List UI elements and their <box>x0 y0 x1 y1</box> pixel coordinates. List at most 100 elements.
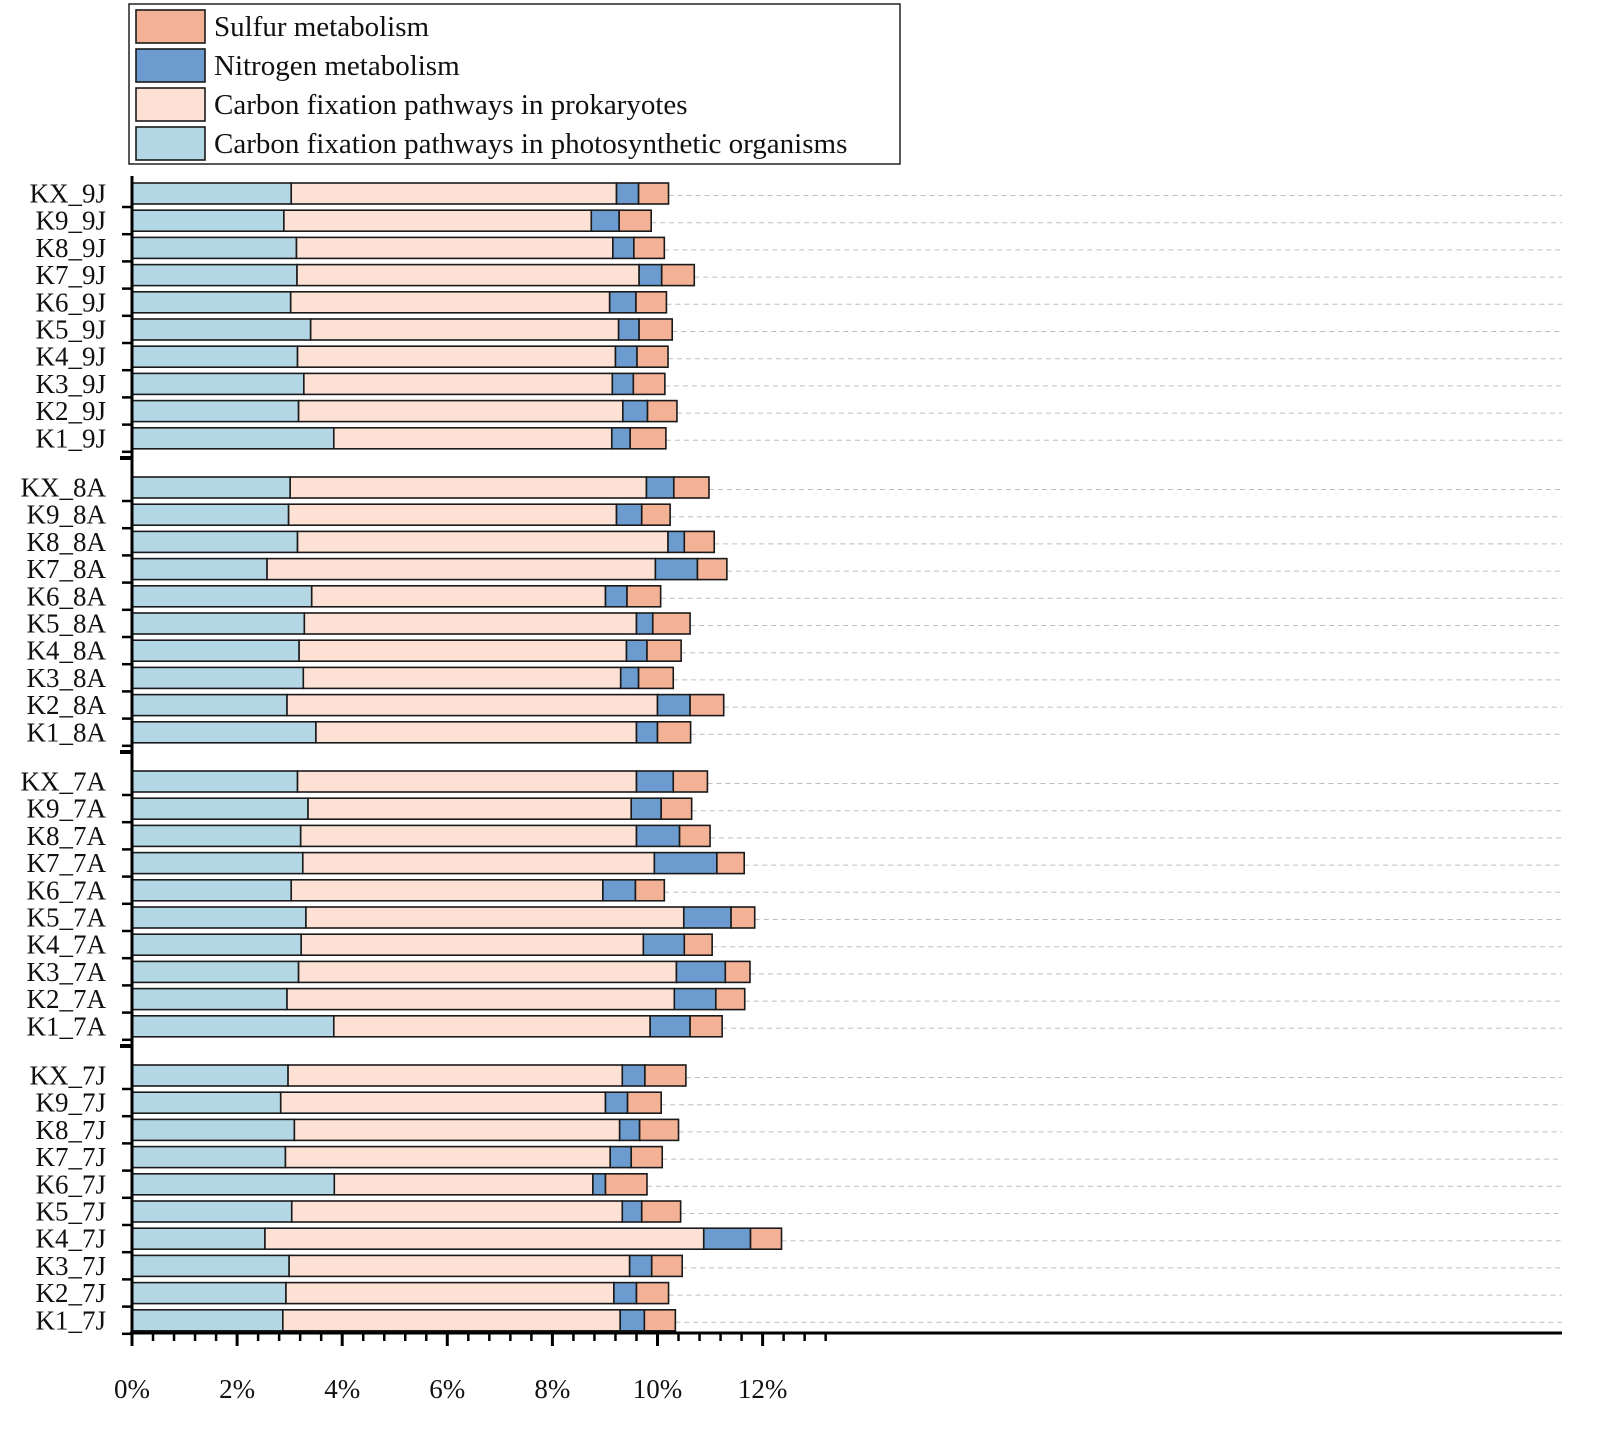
bar-k7-7j-sulfur-metabolism <box>631 1147 662 1168</box>
category-label-k4-9j: K4_9J <box>35 342 106 372</box>
category-label-k7-9j: K7_9J <box>35 260 106 290</box>
bar-k6-7a-carbon-fixation-pathways-in-prokaryotes <box>291 880 603 901</box>
bar-k9-9j-nitrogen-metabolism <box>591 210 619 231</box>
bar-kx-7a-carbon-fixation-pathways-in-prokaryotes <box>298 771 637 792</box>
bar-k2-7a-carbon-fixation-pathways-in-prokaryotes <box>287 989 674 1010</box>
bar-k5-9j-carbon-fixation-pathways-in-prokaryotes <box>311 319 619 340</box>
bar-k7-9j-carbon-fixation-pathways-in-prokaryotes <box>297 265 639 286</box>
category-label-k4-7a: K4_7A <box>27 930 107 960</box>
bar-k9-7j-sulfur-metabolism <box>628 1092 662 1113</box>
category-label-k2-7a: K2_7A <box>27 984 107 1014</box>
bar-k6-7j-carbon-fixation-pathways-in-prokaryotes <box>334 1174 593 1195</box>
bar-k6-8a-sulfur-metabolism <box>627 586 661 607</box>
category-label-k3-7a: K3_7A <box>27 957 107 987</box>
bar-kx-9j-carbon-fixation-pathways-in-prokaryotes <box>291 183 616 204</box>
bar-k8-7j-nitrogen-metabolism <box>620 1119 640 1140</box>
bar-k4-7j-carbon-fixation-pathways-in-prokaryotes <box>265 1228 704 1249</box>
bar-k1-7j-carbon-fixation-pathways-in-prokaryotes <box>283 1310 620 1331</box>
bar-k2-9j-nitrogen-metabolism <box>623 401 648 422</box>
bar-k3-8a-carbon-fixation-pathways-in-prokaryotes <box>303 667 620 688</box>
bar-k4-8a-carbon-fixation-pathways-in-photosynthetic-organisms <box>132 640 299 661</box>
bar-k9-9j-sulfur-metabolism <box>619 210 651 231</box>
bar-k4-7a-sulfur-metabolism <box>684 934 712 955</box>
bar-k2-7a-sulfur-metabolism <box>716 989 745 1010</box>
bar-kx-7a-nitrogen-metabolism <box>636 771 673 792</box>
category-label-k2-7j: K2_7J <box>35 1278 106 1308</box>
bar-k4-7a-carbon-fixation-pathways-in-photosynthetic-organisms <box>132 934 301 955</box>
bar-k7-7a-carbon-fixation-pathways-in-prokaryotes <box>303 853 655 874</box>
bar-k7-8a-carbon-fixation-pathways-in-photosynthetic-organisms <box>132 559 267 580</box>
bar-k4-8a-carbon-fixation-pathways-in-prokaryotes <box>299 640 626 661</box>
bar-k2-7j-sulfur-metabolism <box>636 1283 668 1304</box>
bar-k6-9j-carbon-fixation-pathways-in-photosynthetic-organisms <box>132 292 291 313</box>
bar-k5-9j-carbon-fixation-pathways-in-photosynthetic-organisms <box>132 319 311 340</box>
bar-k2-7a-nitrogen-metabolism <box>674 989 716 1010</box>
category-label-k5-9j: K5_9J <box>35 315 106 345</box>
category-label-k8-9j: K8_9J <box>35 233 106 263</box>
bar-k3-7j-carbon-fixation-pathways-in-prokaryotes <box>289 1255 630 1276</box>
bar-k1-7j-sulfur-metabolism <box>644 1310 675 1331</box>
category-label-k1-7j: K1_7J <box>35 1305 106 1335</box>
bar-k6-7a-nitrogen-metabolism <box>603 880 636 901</box>
category-label-kx-9j: KX_9J <box>29 179 106 209</box>
bar-k7-8a-nitrogen-metabolism <box>655 559 697 580</box>
bar-k4-7j-nitrogen-metabolism <box>704 1228 751 1249</box>
bar-k8-7a-carbon-fixation-pathways-in-prokaryotes <box>301 825 637 846</box>
bar-k5-7j-carbon-fixation-pathways-in-prokaryotes <box>292 1201 623 1222</box>
x-tick-label-2: 2% <box>219 1374 255 1404</box>
bar-k5-7a-sulfur-metabolism <box>731 907 755 928</box>
bar-k7-7a-nitrogen-metabolism <box>654 853 717 874</box>
bar-k3-8a-nitrogen-metabolism <box>621 667 639 688</box>
bar-k4-9j-carbon-fixation-pathways-in-photosynthetic-organisms <box>132 346 298 367</box>
category-label-k1-7a: K1_7A <box>27 1011 107 1041</box>
bar-k6-8a-nitrogen-metabolism <box>605 586 627 607</box>
bar-k3-7a-carbon-fixation-pathways-in-photosynthetic-organisms <box>132 961 299 982</box>
bar-k8-7j-carbon-fixation-pathways-in-prokaryotes <box>294 1119 619 1140</box>
category-label-k2-8a: K2_8A <box>27 690 107 720</box>
category-label-k9-7j: K9_7J <box>35 1088 106 1118</box>
bar-k9-7a-carbon-fixation-pathways-in-prokaryotes <box>308 798 631 819</box>
bar-k4-7a-nitrogen-metabolism <box>643 934 684 955</box>
bar-k1-8a-nitrogen-metabolism <box>636 722 657 743</box>
bar-k2-8a-nitrogen-metabolism <box>658 695 691 716</box>
x-tick-label-4: 4% <box>324 1374 360 1404</box>
bar-k4-7j-sulfur-metabolism <box>751 1228 782 1249</box>
category-label-k1-8a: K1_8A <box>27 717 107 747</box>
bar-k5-7j-nitrogen-metabolism <box>622 1201 641 1222</box>
bar-k9-8a-carbon-fixation-pathways-in-prokaryotes <box>289 504 617 525</box>
bar-k2-7j-nitrogen-metabolism <box>614 1283 637 1304</box>
bar-k1-9j-carbon-fixation-pathways-in-photosynthetic-organisms <box>132 428 334 449</box>
category-label-k9-9j: K9_9J <box>35 206 106 236</box>
category-label-k6-8a: K6_8A <box>27 581 107 611</box>
category-label-k6-9j: K6_9J <box>35 287 106 317</box>
bar-k8-8a-nitrogen-metabolism <box>668 531 684 552</box>
bar-k8-9j-carbon-fixation-pathways-in-prokaryotes <box>296 237 612 258</box>
bar-k7-7j-nitrogen-metabolism <box>610 1147 631 1168</box>
bar-k7-8a-sulfur-metabolism <box>697 559 726 580</box>
legend-label-carbon-fixation-pathways-in-prokaryotes: Carbon fixation pathways in prokaryotes <box>214 89 688 121</box>
gridlines <box>647 196 1562 1323</box>
bar-k6-9j-carbon-fixation-pathways-in-prokaryotes <box>291 292 610 313</box>
bar-k7-9j-nitrogen-metabolism <box>639 265 662 286</box>
bar-k4-7a-carbon-fixation-pathways-in-prokaryotes <box>301 934 643 955</box>
bar-kx-9j-nitrogen-metabolism <box>617 183 639 204</box>
category-label-k7-8a: K7_8A <box>27 554 107 584</box>
bar-kx-7j-carbon-fixation-pathways-in-photosynthetic-organisms <box>132 1065 288 1086</box>
bar-k4-8a-sulfur-metabolism <box>647 640 681 661</box>
bar-k4-8a-nitrogen-metabolism <box>627 640 647 661</box>
bar-k8-9j-carbon-fixation-pathways-in-photosynthetic-organisms <box>132 237 296 258</box>
bar-k3-8a-carbon-fixation-pathways-in-photosynthetic-organisms <box>132 667 303 688</box>
category-label-k7-7j: K7_7J <box>35 1142 106 1172</box>
bar-k9-7a-sulfur-metabolism <box>661 798 691 819</box>
bar-kx-9j-sulfur-metabolism <box>639 183 669 204</box>
bar-k9-7j-nitrogen-metabolism <box>605 1092 627 1113</box>
bar-kx-7j-nitrogen-metabolism <box>622 1065 645 1086</box>
legend-swatch-carbon-fixation-pathways-in-prokaryotes <box>136 88 205 121</box>
bar-k8-8a-carbon-fixation-pathways-in-prokaryotes <box>298 531 668 552</box>
bar-k5-7j-sulfur-metabolism <box>642 1201 681 1222</box>
category-label-k8-8a: K8_8A <box>27 527 107 557</box>
bar-k6-9j-sulfur-metabolism <box>636 292 666 313</box>
bar-k3-9j-carbon-fixation-pathways-in-photosynthetic-organisms <box>132 373 304 394</box>
bar-k5-8a-sulfur-metabolism <box>653 613 690 634</box>
bar-k3-9j-nitrogen-metabolism <box>612 373 633 394</box>
